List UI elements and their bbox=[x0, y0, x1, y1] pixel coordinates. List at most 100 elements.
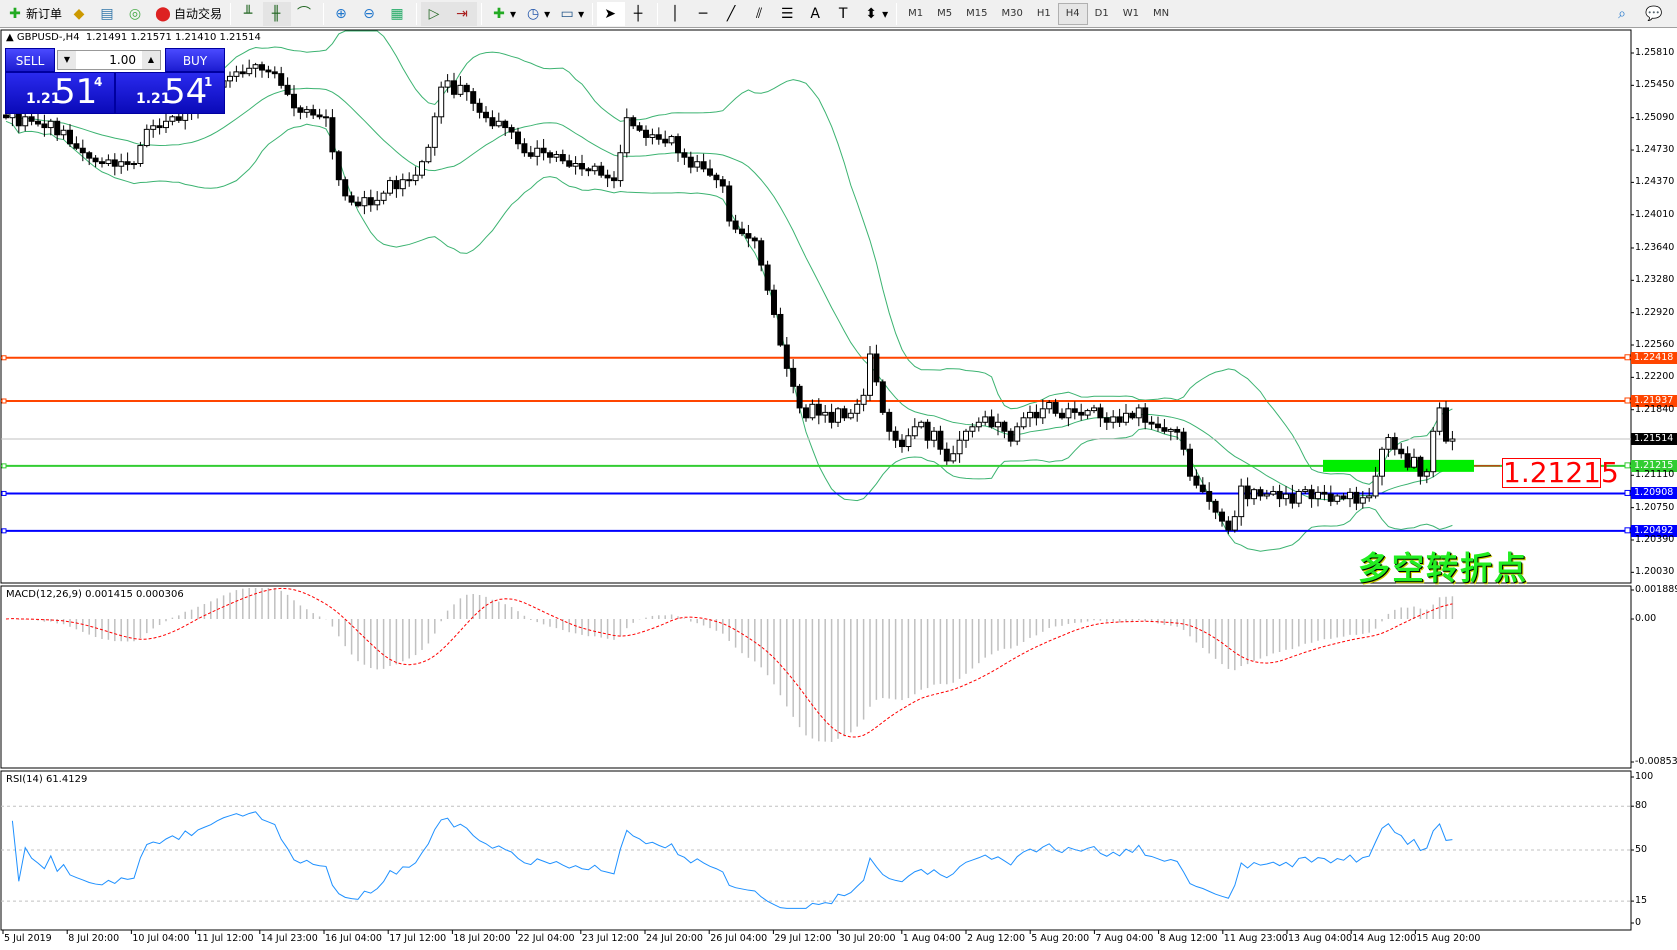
time-axis-label: 17 Jul 12:00 bbox=[389, 933, 447, 944]
signals-button[interactable]: ◎ bbox=[122, 2, 150, 26]
candle-bear bbox=[1033, 411, 1040, 419]
timeframe-m5[interactable]: M5 bbox=[937, 8, 953, 19]
candle-bear bbox=[367, 197, 374, 206]
lot-decrease-button[interactable]: ▼ bbox=[58, 51, 76, 69]
price-axis-label: 1.20030 bbox=[1635, 566, 1675, 578]
candle-bear bbox=[156, 125, 163, 129]
text-label-button[interactable]: T bbox=[830, 2, 858, 26]
auto-scroll-button[interactable]: ▷ bbox=[421, 1, 450, 26]
cursor-icon: ➤ bbox=[604, 5, 616, 22]
lot-input[interactable]: 1.00 bbox=[109, 53, 136, 67]
candle-bear bbox=[1078, 411, 1085, 416]
candle-bear bbox=[815, 403, 822, 416]
candlestick-button[interactable]: ╫ bbox=[263, 1, 292, 26]
chart-shift-button[interactable]: ⇥ bbox=[449, 1, 478, 26]
candle-bull bbox=[1449, 438, 1456, 442]
candle-bear bbox=[284, 84, 291, 95]
macd-axis-label: 0.001889 bbox=[1635, 584, 1677, 595]
candle-bear bbox=[470, 91, 477, 104]
candle-bull bbox=[1411, 456, 1417, 468]
auto-trading-label: 自动交易 bbox=[174, 7, 223, 21]
price-axis-label: 1.23280 bbox=[1635, 274, 1675, 286]
zoom-in-icon: ⊕ bbox=[335, 5, 347, 22]
candle-bull bbox=[303, 109, 310, 113]
time-axis-label: 22 Jul 04:00 bbox=[517, 933, 575, 944]
timeframe-w1[interactable]: W1 bbox=[1122, 8, 1139, 19]
auto-trading-button[interactable]: ⬤ 自动交易 bbox=[150, 2, 226, 26]
candle-bear bbox=[1308, 489, 1315, 500]
candle-bear bbox=[521, 143, 528, 154]
text-button[interactable]: A bbox=[802, 2, 830, 26]
candle-bear bbox=[1116, 416, 1123, 423]
horizontal-line-button[interactable]: ─ bbox=[690, 2, 718, 26]
candle-bear bbox=[892, 430, 899, 441]
channel-button[interactable]: ⫽ bbox=[746, 2, 774, 26]
buy-price[interactable]: 1.21 54 1 bbox=[115, 72, 225, 114]
search-button[interactable]: ⌕ bbox=[1609, 2, 1637, 26]
candle-bull bbox=[105, 159, 112, 165]
timeframe-h4[interactable]: H4 bbox=[1057, 2, 1088, 25]
timeframe-h1[interactable]: H1 bbox=[1036, 8, 1051, 19]
candle-bull bbox=[1251, 489, 1257, 500]
market-watch-button[interactable]: ◆ bbox=[66, 2, 94, 26]
chart-header: ▲ GBPUSD-,H4 1.21491 1.21571 1.21410 1.2… bbox=[6, 32, 261, 43]
candle-bear bbox=[1071, 408, 1078, 413]
timeframe-mn[interactable]: MN bbox=[1152, 8, 1170, 19]
lot-stepper[interactable]: ▼ 1.00 ▲ bbox=[57, 50, 161, 70]
chat-button[interactable]: 💬 bbox=[1641, 2, 1669, 26]
candle-bull bbox=[425, 146, 432, 163]
new-order-button[interactable]: ✚ 新订单 bbox=[2, 2, 66, 26]
level-handle bbox=[1624, 462, 1631, 469]
templates-button[interactable]: ▭ ▾ bbox=[554, 2, 588, 26]
timeframe-m1[interactable]: M1 bbox=[908, 8, 924, 19]
trendline-button[interactable]: ╱ bbox=[718, 2, 746, 26]
buy-button[interactable]: BUY bbox=[165, 48, 225, 72]
candle-bear bbox=[297, 107, 304, 113]
sell-price[interactable]: 1.21 51 4 bbox=[5, 72, 115, 114]
candle-bull bbox=[1430, 430, 1437, 473]
templates-icon: ▭ bbox=[560, 5, 574, 22]
candle-bull bbox=[975, 421, 982, 428]
timeframe-d1[interactable]: D1 bbox=[1094, 8, 1109, 19]
candle-bear bbox=[1206, 490, 1213, 502]
annotation-text[interactable]: 多空转折点 bbox=[1358, 549, 1529, 587]
candle-bear bbox=[630, 117, 637, 127]
candle-bull bbox=[1283, 493, 1289, 500]
time-axis-label: 23 Jul 12:00 bbox=[581, 933, 639, 944]
tile-windows-button[interactable]: ▦ bbox=[384, 2, 412, 26]
candle-bull bbox=[118, 161, 125, 167]
candle-bull bbox=[847, 412, 854, 419]
zoom-in-button[interactable]: ⊕ bbox=[328, 2, 356, 26]
candle-bull bbox=[1385, 437, 1392, 450]
timeframe-m15[interactable]: M15 bbox=[966, 8, 988, 19]
candle-bull bbox=[387, 180, 393, 194]
arrows-button[interactable]: ⬍ ▾ bbox=[858, 2, 892, 26]
time-axis-label: 29 Jul 12:00 bbox=[774, 933, 832, 944]
candle-bear bbox=[745, 233, 752, 239]
candle-bull bbox=[623, 117, 630, 154]
candle-bull bbox=[982, 416, 989, 423]
candle-bear bbox=[451, 80, 457, 95]
time-axis-label: 14 Aug 12:00 bbox=[1352, 933, 1417, 944]
periods-button[interactable]: ◷ ▾ bbox=[520, 2, 554, 26]
candle-bear bbox=[1097, 407, 1104, 419]
lot-increase-button[interactable]: ▲ bbox=[142, 51, 160, 69]
candle-bear bbox=[502, 120, 509, 129]
sell-button[interactable]: SELL bbox=[5, 48, 55, 72]
fibonacci-button[interactable]: ☰ bbox=[774, 2, 802, 26]
crosshair-button[interactable]: ┼ bbox=[625, 2, 653, 26]
price-axis-label: 1.20750 bbox=[1635, 501, 1675, 513]
bar-chart-button[interactable]: ╨ bbox=[235, 2, 263, 26]
cursor-button[interactable]: ➤ bbox=[597, 1, 626, 26]
candle-bear bbox=[335, 151, 342, 181]
indicators-button[interactable]: ✚ ▾ bbox=[486, 2, 520, 26]
data-window-button[interactable]: ▤ bbox=[94, 2, 122, 26]
chart-shift-icon: ⇥ bbox=[456, 5, 468, 22]
vertical-line-button[interactable]: │ bbox=[662, 2, 690, 26]
line-chart-button[interactable]: ⌒ bbox=[291, 2, 319, 26]
zoom-out-button[interactable]: ⊖ bbox=[356, 2, 384, 26]
periods-icon: ◷ bbox=[526, 5, 540, 22]
timeframe-m30[interactable]: M30 bbox=[1001, 8, 1023, 19]
level-price-label[interactable]: 1.21215 bbox=[1502, 456, 1619, 489]
